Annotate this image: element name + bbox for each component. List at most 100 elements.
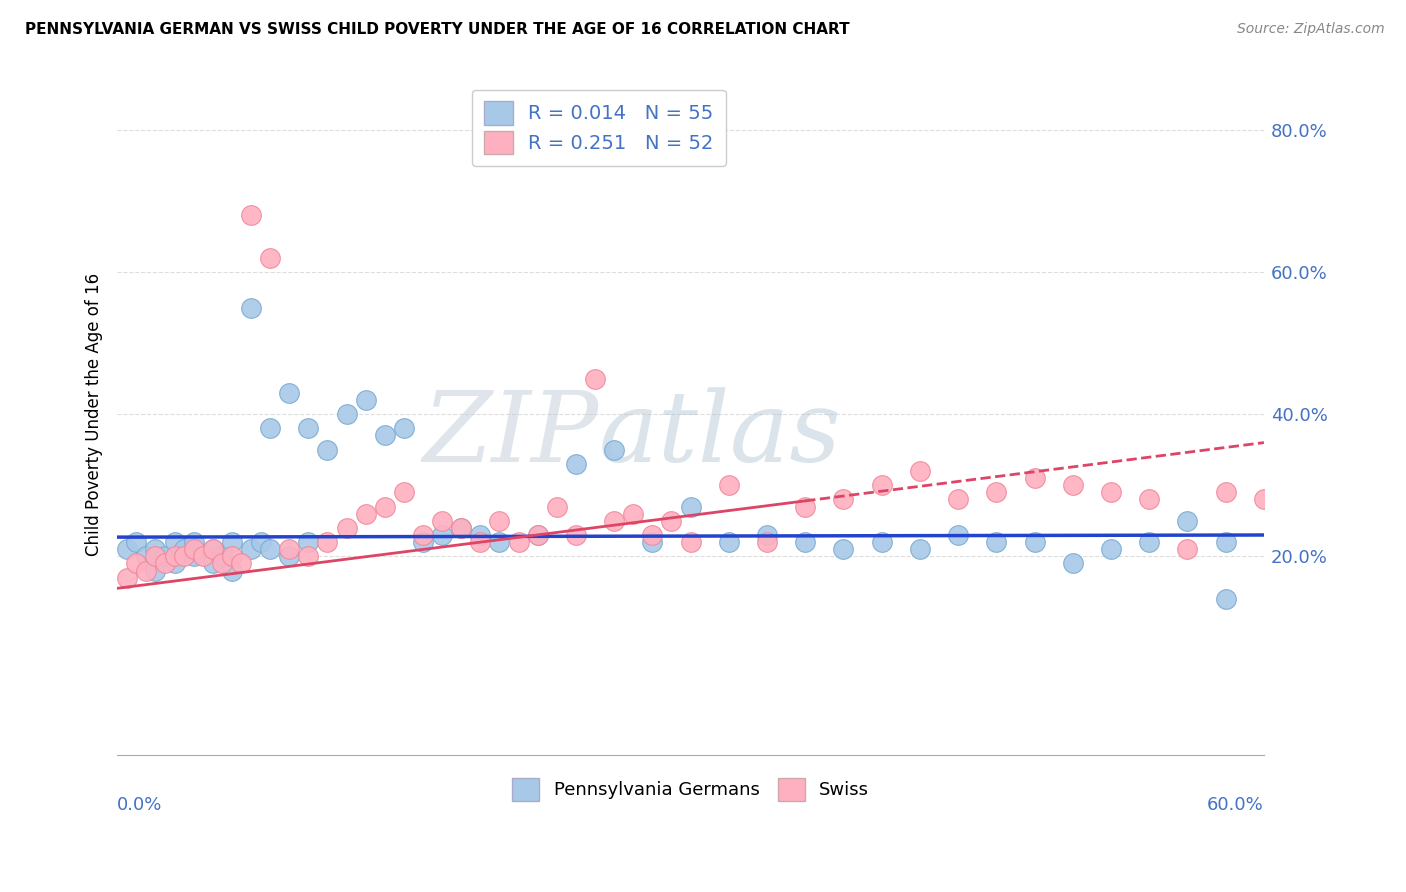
Point — [717, 478, 740, 492]
Point — [221, 549, 243, 564]
Point — [794, 500, 817, 514]
Point — [1177, 514, 1199, 528]
Point — [259, 251, 281, 265]
Point — [756, 528, 779, 542]
Point — [717, 535, 740, 549]
Point — [183, 549, 205, 564]
Point — [163, 557, 186, 571]
Point — [1215, 485, 1237, 500]
Point — [221, 564, 243, 578]
Point — [316, 442, 339, 457]
Legend: Pennsylvania Germans, Swiss: Pennsylvania Germans, Swiss — [505, 772, 876, 808]
Point — [231, 557, 253, 571]
Point — [641, 528, 664, 542]
Point — [661, 514, 683, 528]
Point — [240, 301, 263, 315]
Point — [870, 478, 893, 492]
Point — [1137, 535, 1160, 549]
Point — [374, 428, 396, 442]
Point — [488, 535, 510, 549]
Point — [278, 385, 301, 400]
Point — [641, 535, 664, 549]
Point — [470, 528, 492, 542]
Point — [297, 549, 319, 564]
Point — [1099, 542, 1122, 557]
Point — [986, 535, 1008, 549]
Point — [163, 535, 186, 549]
Point — [201, 542, 224, 557]
Point — [508, 535, 530, 549]
Point — [430, 528, 453, 542]
Point — [173, 549, 195, 564]
Point — [986, 485, 1008, 500]
Point — [125, 557, 148, 571]
Point — [832, 542, 855, 557]
Text: PENNSYLVANIA GERMAN VS SWISS CHILD POVERTY UNDER THE AGE OF 16 CORRELATION CHART: PENNSYLVANIA GERMAN VS SWISS CHILD POVER… — [25, 22, 851, 37]
Point — [488, 514, 510, 528]
Point — [412, 528, 434, 542]
Point — [240, 542, 263, 557]
Point — [115, 542, 138, 557]
Point — [374, 500, 396, 514]
Point — [115, 571, 138, 585]
Point — [153, 557, 176, 571]
Point — [201, 542, 224, 557]
Point — [125, 535, 148, 549]
Point — [211, 557, 233, 571]
Text: atlas: atlas — [599, 387, 842, 483]
Point — [201, 557, 224, 571]
Point — [145, 564, 167, 578]
Point — [278, 542, 301, 557]
Point — [297, 535, 319, 549]
Point — [756, 535, 779, 549]
Point — [679, 535, 702, 549]
Point — [316, 535, 339, 549]
Point — [908, 464, 931, 478]
Point — [450, 521, 472, 535]
Point — [240, 208, 263, 222]
Point — [163, 549, 186, 564]
Point — [354, 507, 377, 521]
Point — [1062, 478, 1084, 492]
Point — [908, 542, 931, 557]
Y-axis label: Child Poverty Under the Age of 16: Child Poverty Under the Age of 16 — [86, 273, 103, 556]
Point — [183, 535, 205, 549]
Point — [565, 457, 588, 471]
Point — [211, 549, 233, 564]
Text: 60.0%: 60.0% — [1208, 797, 1264, 814]
Point — [145, 549, 167, 564]
Point — [221, 535, 243, 549]
Point — [1177, 542, 1199, 557]
Point — [297, 421, 319, 435]
Point — [1215, 591, 1237, 606]
Point — [259, 421, 281, 435]
Point — [794, 535, 817, 549]
Point — [249, 535, 271, 549]
Point — [546, 500, 568, 514]
Point — [430, 514, 453, 528]
Point — [1099, 485, 1122, 500]
Point — [1062, 557, 1084, 571]
Point — [335, 521, 357, 535]
Point — [526, 528, 548, 542]
Text: 0.0%: 0.0% — [117, 797, 163, 814]
Text: ZIP: ZIP — [423, 387, 599, 483]
Point — [173, 542, 195, 557]
Point — [621, 507, 644, 521]
Point — [1024, 535, 1046, 549]
Point — [946, 492, 969, 507]
Point — [135, 564, 157, 578]
Point — [135, 549, 157, 564]
Point — [679, 500, 702, 514]
Point — [392, 421, 415, 435]
Point — [1215, 535, 1237, 549]
Point — [183, 542, 205, 557]
Point — [278, 549, 301, 564]
Point — [450, 521, 472, 535]
Point — [1253, 492, 1275, 507]
Point — [153, 549, 176, 564]
Point — [193, 549, 215, 564]
Point — [526, 528, 548, 542]
Point — [870, 535, 893, 549]
Text: Source: ZipAtlas.com: Source: ZipAtlas.com — [1237, 22, 1385, 37]
